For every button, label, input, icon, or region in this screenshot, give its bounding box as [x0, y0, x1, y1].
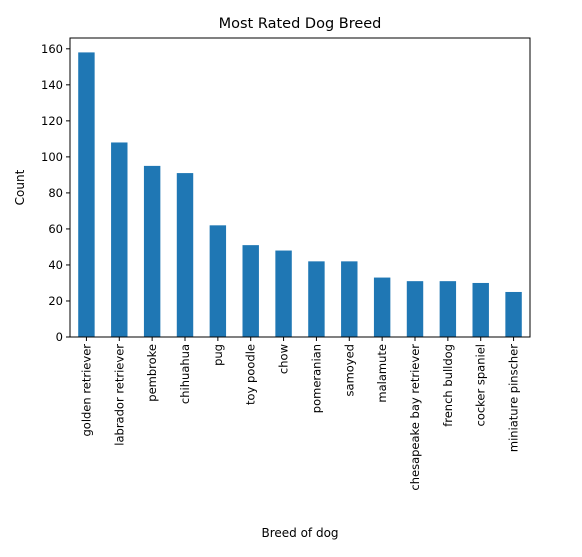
bars-layer	[78, 52, 522, 337]
y-tick-label: 0	[56, 330, 63, 344]
bar-pomeranian	[308, 261, 325, 337]
bar-miniature-pinscher	[505, 291, 522, 337]
x-tick-label: miniature pinscher	[507, 344, 521, 452]
x-tick-label: french bulldog	[441, 344, 455, 427]
x-axis: golden retriever labrador retriever pembro…	[79, 337, 521, 491]
y-tick-label: 100	[41, 150, 63, 164]
x-tick-label: samoyed	[342, 344, 356, 396]
y-tick-label: 40	[48, 258, 63, 272]
bar-chesapeake-bay-retriever	[406, 281, 424, 337]
x-tick-label: chihuahua	[178, 344, 192, 404]
y-axis-label: Count	[13, 169, 27, 205]
x-axis-label: Breed of dog	[261, 526, 338, 540]
bar-samoyed	[341, 261, 358, 337]
bar-golden-retriever	[78, 52, 95, 337]
x-tick-label: pug	[211, 344, 225, 366]
y-tick-label: 160	[41, 42, 63, 56]
x-tick-label: golden retriever	[79, 344, 93, 437]
x-tick-label: toy poodle	[244, 344, 258, 405]
x-tick-label: pembroke	[145, 344, 159, 402]
x-tick-label: chow	[277, 344, 291, 374]
y-tick-label: 80	[48, 186, 63, 200]
y-tick-label: 140	[41, 78, 63, 92]
x-tick-label: chesapeake bay retriever	[408, 344, 422, 491]
y-tick-label: 60	[48, 222, 63, 236]
bar-chihuahua	[176, 173, 194, 337]
x-tick-label: labrador retriever	[112, 344, 126, 446]
bar-cocker-spaniel	[472, 282, 489, 337]
bar-french-bulldog	[439, 281, 457, 337]
bar-toy-poodle	[242, 245, 259, 337]
x-tick-label: malamute	[375, 344, 389, 403]
x-tick-label: pomeranian	[309, 344, 323, 413]
bar-pug	[209, 225, 227, 337]
x-tick-label: cocker spaniel	[474, 344, 488, 426]
y-tick-label: 20	[48, 294, 63, 308]
bar-labrador-retriever	[111, 142, 128, 337]
plot-frame	[69, 37, 531, 338]
y-tick-label: 120	[41, 114, 63, 128]
chart-title: Most Rated Dog Breed	[219, 16, 382, 32]
y-axis: 0 20 40 60 80 100 120 140 160	[41, 42, 70, 344]
bar-pembroke	[143, 165, 161, 337]
bar-malamute	[373, 277, 391, 337]
bar-chow	[275, 250, 292, 337]
